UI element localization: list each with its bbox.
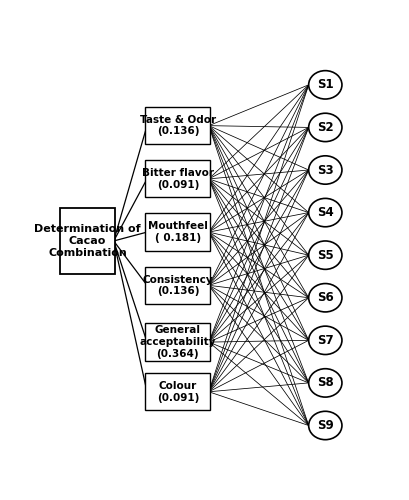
Text: Taste & Odor
(0.136): Taste & Odor (0.136) <box>140 115 216 136</box>
FancyBboxPatch shape <box>146 373 210 410</box>
Text: S4: S4 <box>317 206 334 219</box>
Ellipse shape <box>309 284 342 312</box>
Text: S1: S1 <box>317 78 334 92</box>
FancyBboxPatch shape <box>146 324 210 360</box>
Text: Determination of
Cacao
Combination: Determination of Cacao Combination <box>34 224 141 258</box>
Text: S6: S6 <box>317 291 334 304</box>
Text: S8: S8 <box>317 376 334 390</box>
Text: S9: S9 <box>317 419 334 432</box>
Ellipse shape <box>309 70 342 99</box>
Text: General
acceptability
(0.364): General acceptability (0.364) <box>139 326 216 358</box>
FancyBboxPatch shape <box>146 160 210 198</box>
FancyBboxPatch shape <box>146 214 210 250</box>
Text: S2: S2 <box>317 121 334 134</box>
Ellipse shape <box>309 198 342 227</box>
Ellipse shape <box>309 113 342 141</box>
FancyBboxPatch shape <box>60 208 115 274</box>
Text: Bitter flavor
(0.091): Bitter flavor (0.091) <box>142 168 214 190</box>
Text: S3: S3 <box>317 164 334 176</box>
Ellipse shape <box>309 241 342 270</box>
Text: S5: S5 <box>317 248 334 262</box>
FancyBboxPatch shape <box>146 107 210 144</box>
Text: S7: S7 <box>317 334 334 347</box>
Text: Colour
(0.091): Colour (0.091) <box>157 381 199 402</box>
Ellipse shape <box>309 156 342 184</box>
Ellipse shape <box>309 326 342 354</box>
Ellipse shape <box>309 368 342 397</box>
Ellipse shape <box>309 412 342 440</box>
FancyBboxPatch shape <box>146 266 210 304</box>
Text: Mouthfeel
( 0.181): Mouthfeel ( 0.181) <box>148 222 208 243</box>
Text: Consistency
(0.136): Consistency (0.136) <box>143 274 213 296</box>
